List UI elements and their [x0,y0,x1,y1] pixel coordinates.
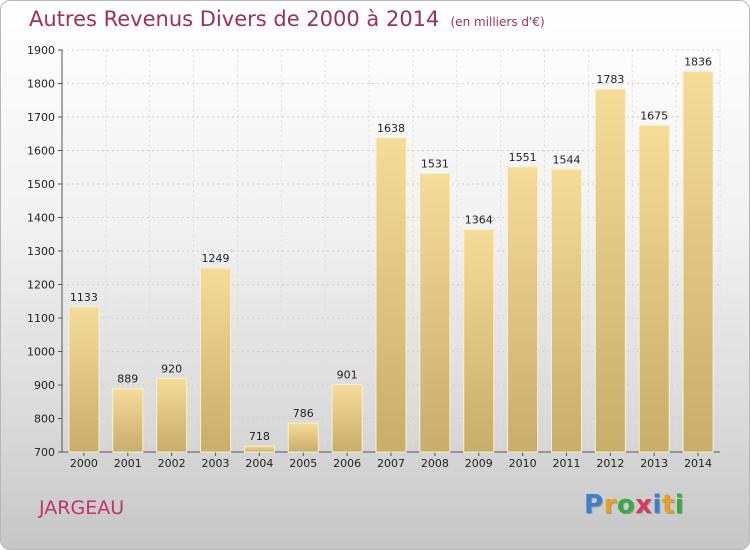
y-tick-label: 1100 [27,312,55,325]
brand-letter: i [674,490,685,520]
brand-letter: i [652,490,662,520]
bar-2009 [463,229,495,453]
value-label-2013: 1675 [640,109,668,122]
y-tick-label: 900 [34,379,55,392]
labels: 700 800 900 1000 1100 1200 1300 1400 1500 1600 170… [27,44,712,470]
y-tick-label: 1600 [27,145,55,158]
bar-2004 [243,445,275,453]
value-label-2006: 901 [337,369,358,382]
title-row: Autres Revenus Divers de 2000 à 2014 (en… [29,7,545,31]
brand-logo: Proxiti [584,490,684,520]
value-label-2008: 1531 [421,158,449,171]
value-label-2000: 1133 [70,291,98,304]
x-tick-label-2000: 2000 [70,457,98,470]
value-label-2011: 1544 [552,153,580,166]
value-label-2012: 1783 [596,73,624,86]
bar-2007 [375,137,407,453]
bar-2005 [287,422,319,453]
chart-subtitle: (en milliers d'€) [450,15,545,29]
brand-letter: P [584,490,604,520]
x-tick-label-2001: 2001 [114,457,142,470]
y-tick-label: 1000 [27,346,55,359]
x-tick-label-2004: 2004 [245,457,273,470]
bars [68,70,714,453]
value-label-2003: 1249 [202,252,230,265]
bar-2002 [156,377,188,453]
x-tick-label-2002: 2002 [158,457,186,470]
x-tick-label-2009: 2009 [465,457,493,470]
y-tick-label: 700 [34,446,55,459]
x-tick-label-2005: 2005 [289,457,317,470]
value-label-2001: 889 [117,373,138,386]
x-tick-label-2014: 2014 [684,457,712,470]
value-label-2014: 1836 [684,55,712,68]
brand-letter: x [635,490,653,520]
x-tick-label-2013: 2013 [640,457,668,470]
y-tick-label: 1500 [27,178,55,191]
x-tick-label-2011: 2011 [552,457,580,470]
bar-2000 [68,306,100,453]
x-tick-label-2003: 2003 [202,457,230,470]
bar-2003 [200,267,232,453]
bar-2006 [331,384,363,453]
value-label-2004: 718 [249,430,270,443]
bar-2012 [594,88,626,453]
x-tick-label-2008: 2008 [421,457,449,470]
city-name: JARGEAU [39,497,125,519]
y-tick-label: 1800 [27,78,55,91]
y-tick-label: 1400 [27,212,55,225]
bar-2013 [638,124,670,453]
value-label-2009: 1364 [465,214,493,227]
bar-2008 [419,173,451,453]
value-label-2005: 786 [293,407,314,420]
y-tick-label: 1900 [27,44,55,57]
brand-letter: o [616,490,636,520]
bar-2011 [550,168,582,453]
value-label-2007: 1638 [377,122,405,135]
bar-2010 [507,166,539,453]
y-tick-label: 800 [34,413,55,426]
value-label-2010: 1551 [509,151,537,164]
y-tick-label: 1300 [27,245,55,258]
y-tick-label: 1700 [27,111,55,124]
x-tick-label-2007: 2007 [377,457,405,470]
x-tick-label-2010: 2010 [509,457,537,470]
y-tick-label: 1200 [27,279,55,292]
chart-title: Autres Revenus Divers de 2000 à 2014 [29,7,440,31]
brand-letter: t [661,490,675,520]
value-label-2002: 920 [161,362,182,375]
bar-2001 [112,388,144,453]
x-tick-label-2012: 2012 [596,457,624,470]
bar-2014 [682,70,714,453]
x-tick-label-2006: 2006 [333,457,361,470]
brand-letter: r [603,490,617,520]
